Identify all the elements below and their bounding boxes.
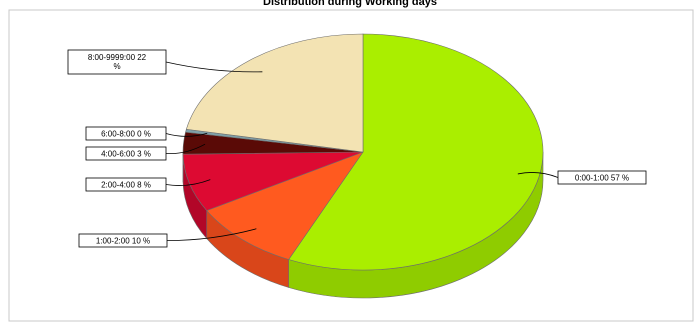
slice-label-3: 4:00-6:00 3 % (101, 150, 151, 159)
leader-line-4 (165, 132, 208, 137)
slice-label-5: 8:00-9999:00 22% (88, 53, 147, 71)
slice-label-1: 1:00-2:00 10 % (96, 237, 150, 246)
leader-line-5 (165, 61, 263, 73)
label-box-3 (85, 146, 167, 161)
slice-label-2: 2:00-4:00 8 % (101, 181, 151, 190)
leader-line-0 (517, 172, 559, 178)
slice-label-4: 6:00-8:00 0 % (101, 130, 151, 139)
label-box-2 (85, 177, 167, 192)
pie-slice-1 (206, 151, 364, 260)
plot-frame (8, 9, 694, 322)
pie-slice-5 (185, 33, 364, 153)
leader-line-3 (165, 143, 206, 155)
slice-labels: 0:00-1:00 57 % 1:00-2:00 10 % 2:00-4:00 8 … (67, 49, 647, 248)
slice-label-0: 0:00-1:00 57 % (575, 174, 629, 183)
label-box-5 (67, 49, 167, 75)
pie-slice-0 (288, 33, 544, 271)
chart-title: Distribution during Working days (263, 0, 437, 8)
label-box-0 (557, 170, 647, 185)
pie-slices (182, 33, 544, 271)
leader-line-1 (166, 228, 257, 241)
label-box-4 (85, 126, 167, 141)
leader-line-2 (165, 179, 211, 186)
label-box-1 (78, 233, 168, 248)
pie-slice-2 (182, 151, 364, 211)
